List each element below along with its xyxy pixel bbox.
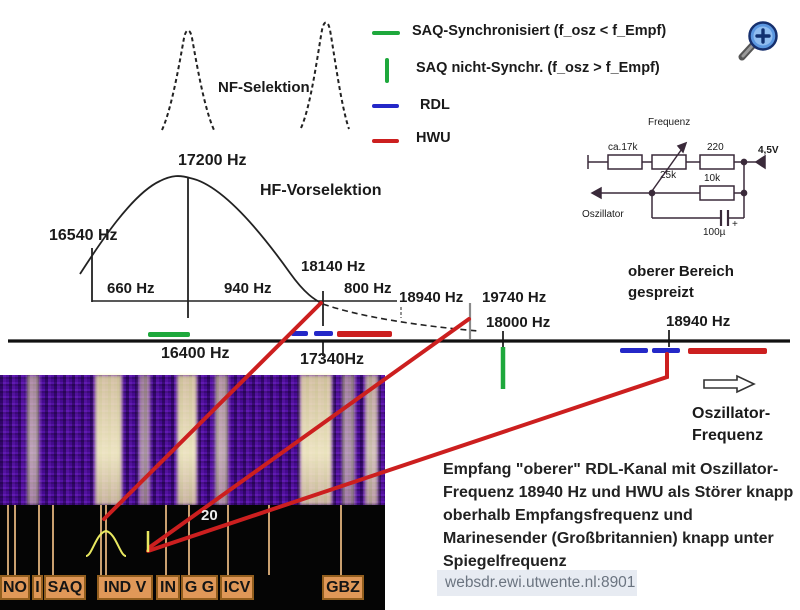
- note-line-4: Marinesender (Großbritannien) knapp unte…: [443, 530, 774, 547]
- oszillator-frequenz-line2: Frequenz: [692, 427, 764, 444]
- station-marker-line: [105, 505, 107, 575]
- station-label-in[interactable]: IN: [156, 575, 180, 600]
- label-16540: 16540 Hz: [49, 227, 118, 244]
- label-18940-right: 18940 Hz: [666, 313, 731, 330]
- station-marker-line: [227, 505, 229, 575]
- rdl-bar-lower-2: [314, 331, 333, 336]
- label-17200: 17200 Hz: [178, 152, 247, 169]
- spread-region-line2: gespreizt: [628, 284, 694, 301]
- station-label-gbz[interactable]: GBZ: [322, 575, 364, 600]
- saq-sync-bar: [148, 332, 190, 337]
- legend-green-hline: [372, 31, 400, 35]
- signal-band: [300, 375, 332, 505]
- signal-band: [215, 375, 228, 505]
- circuit-pot-label: 25k: [660, 170, 677, 181]
- signal-band: [177, 375, 197, 505]
- nf-selection-curve-left: [161, 29, 215, 131]
- label-17340: 17340Hz: [300, 351, 365, 368]
- websdr-link[interactable]: websdr.ewi.utwente.nl:8901: [437, 570, 637, 596]
- circuit-r3-label: 10k: [704, 173, 721, 184]
- hf-curve-dashed-tail: [322, 303, 479, 332]
- label-18000: 18000 Hz: [486, 314, 551, 331]
- signal-band: [365, 375, 378, 505]
- legend-green-vbar: [385, 58, 389, 83]
- potentiometer-wiper: [651, 145, 685, 192]
- station-marker-line: [38, 505, 40, 575]
- label-19740: 19740 Hz: [482, 289, 547, 306]
- station-marker-line: [165, 505, 167, 575]
- station-label-icv[interactable]: ICV: [220, 575, 254, 600]
- hwu-bar-lower: [337, 331, 392, 337]
- station-marker-line: [52, 505, 54, 575]
- label-660hz: 660 Hz: [107, 280, 155, 297]
- circuit-cap-label: 100µ: [703, 227, 726, 238]
- label-16400: 16400 Hz: [161, 345, 230, 362]
- rdl-bar-upper-2: [652, 348, 680, 353]
- signal-band: [139, 375, 150, 505]
- note-line-1: Empfang "oberer" RDL-Kanal mit Oszillato…: [443, 461, 779, 478]
- oscillator-output-arrow: [590, 186, 602, 200]
- note-line-3: oberhalb Empfangsfrequenz und: [443, 507, 693, 524]
- hwu-bar-upper: [688, 348, 767, 354]
- station-marker-line: [340, 505, 342, 575]
- rdl-bar-upper-1: [620, 348, 648, 353]
- legend-label-rdl: RDL: [420, 97, 450, 113]
- station-marker-line: [100, 505, 102, 575]
- legend-label-hwu: HWU: [416, 130, 451, 146]
- circuit-cap-plus: +: [732, 219, 738, 230]
- legend-label-saq-nonsync: SAQ nicht-Synchr. (f_osz > f_Empf): [416, 60, 660, 76]
- right-arrow-icon: [703, 374, 756, 394]
- circuit-r1-label: ca.17k: [608, 142, 638, 153]
- circuit-r2-label: 220: [707, 142, 724, 153]
- legend-blue-hline: [372, 104, 399, 108]
- supply-terminal-arrow: [754, 154, 766, 170]
- station-label-i[interactable]: I: [32, 575, 43, 600]
- signal-band: [27, 375, 39, 505]
- legend-red-hline: [372, 139, 399, 143]
- circuit-supply-label: 4,5V: [758, 145, 779, 156]
- nf-selection-curve-right: [300, 21, 350, 130]
- station-marker-line: [14, 505, 16, 575]
- station-label-g-g[interactable]: G G: [181, 575, 218, 600]
- station-marker-line: [188, 505, 190, 575]
- note-line-2: Frequenz 18940 Hz und HWU als Störer kna…: [443, 484, 794, 501]
- nf-selektion-label: NF-Selektion: [218, 79, 310, 96]
- note-line-5: Spiegelfrequenz: [443, 553, 567, 570]
- label-940hz: 940 Hz: [224, 280, 272, 297]
- zoom-in-icon[interactable]: [738, 21, 778, 61]
- circuit-frequenz-label: Frequenz: [648, 117, 691, 128]
- waterfall-spectrogram: [0, 375, 385, 505]
- spread-region-line1: oberer Bereich: [628, 263, 734, 280]
- rdl-bar-lower-1: [291, 331, 308, 336]
- label-18140: 18140 Hz: [301, 258, 366, 275]
- circuit-oszillator-label: Oszillator: [582, 209, 624, 220]
- label-800hz: 800 Hz: [344, 280, 392, 297]
- station-label-saq[interactable]: SAQ: [44, 575, 86, 600]
- hf-vorselektion-label: HF-Vorselektion: [260, 182, 382, 199]
- signal-band: [342, 375, 355, 505]
- station-marker-line: [7, 505, 9, 575]
- station-marker-line: [268, 505, 270, 575]
- signal-band: [95, 375, 122, 505]
- station-label-ind-v[interactable]: IND V: [97, 575, 153, 600]
- label-18940-left: 18940 Hz: [399, 289, 464, 306]
- oszillator-frequenz-line1: Oszillator-: [692, 405, 771, 422]
- waterfall-scale-label: 20: [201, 507, 218, 524]
- legend-label-saq-sync: SAQ-Synchronisiert (f_osz < f_Empf): [412, 23, 667, 39]
- station-label-no[interactable]: NO: [0, 575, 30, 600]
